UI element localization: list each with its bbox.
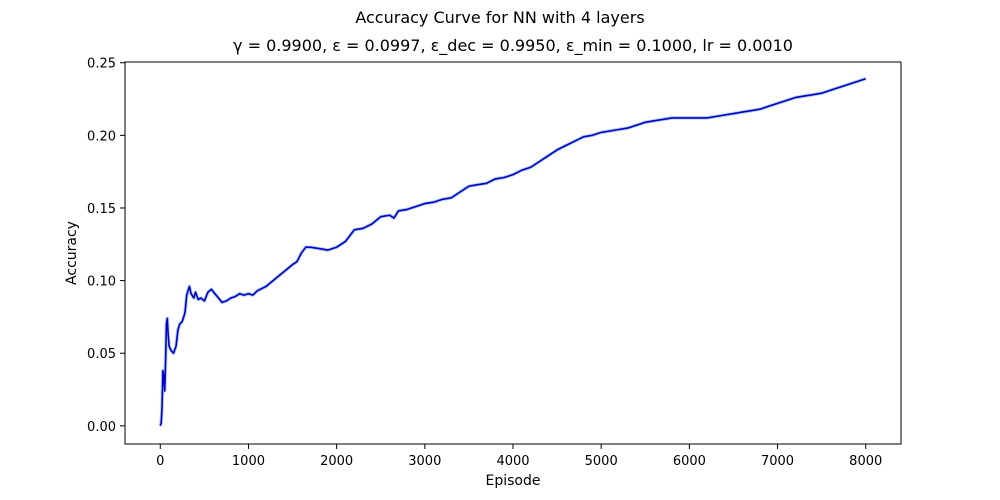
y-tick-label: 0.10 <box>87 275 116 290</box>
plot-area-frame <box>124 61 902 445</box>
x-tick-label: 1000 <box>232 454 265 469</box>
x-tick-label: 7000 <box>761 454 794 469</box>
x-tick-label: 4000 <box>496 454 529 469</box>
x-tick-label: 3000 <box>408 454 441 469</box>
y-tick-label: 0.00 <box>87 420 116 435</box>
x-tick-label: 6000 <box>673 454 706 469</box>
chart-subtitle: γ = 0.9900, ε = 0.0997, ε_dec = 0.9950, … <box>233 36 793 56</box>
x-tick-label: 8000 <box>849 454 882 469</box>
y-tick-label: 0.25 <box>87 57 116 72</box>
x-tick-label: 5000 <box>585 454 618 469</box>
series-variability-band <box>158 77 867 427</box>
x-axis-ticks: 0 1000 2000 3000 4000 5000 6000 7000 8000 <box>156 444 882 469</box>
x-tick-label: 0 <box>156 454 164 469</box>
series-line-layer <box>159 77 866 427</box>
y-axis-ticks: 0.00 0.05 0.10 0.15 0.20 0.25 <box>87 57 125 435</box>
y-tick-label: 0.05 <box>87 347 116 362</box>
y-tick-label: 0.20 <box>87 129 116 144</box>
x-axis-label: Episode <box>486 473 541 489</box>
y-tick-label: 0.15 <box>87 202 116 217</box>
y-axis-label: Accuracy <box>64 221 80 285</box>
accuracy-series-line <box>159 77 866 427</box>
chart-title: Accuracy Curve for NN with 4 layers <box>355 8 644 27</box>
series-band-layer <box>158 77 867 427</box>
x-tick-label: 2000 <box>320 454 353 469</box>
